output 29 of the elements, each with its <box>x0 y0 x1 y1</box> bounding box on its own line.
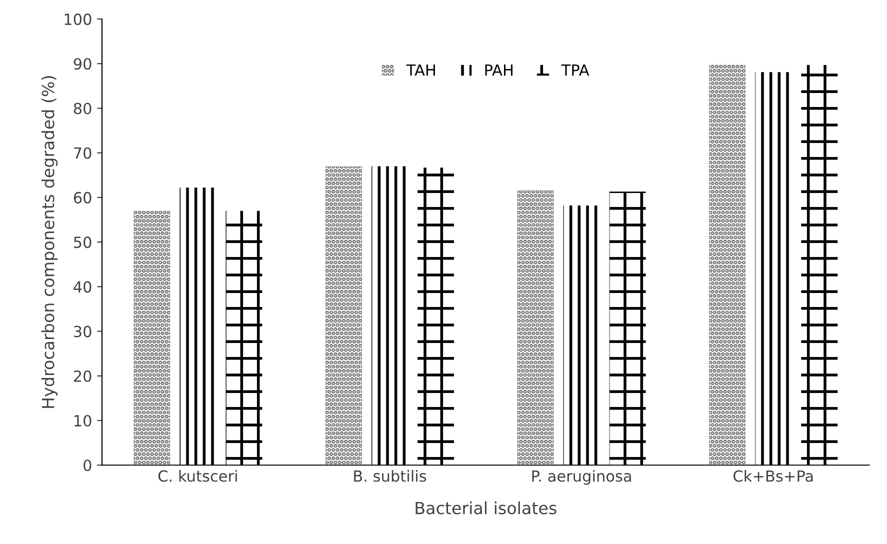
bar <box>325 166 362 466</box>
x-tick-label: P. aeruginosa <box>532 470 631 485</box>
bar <box>801 64 838 466</box>
x-axis-title: Bacterial isolates <box>416 501 556 514</box>
y-tick-label: 10 <box>74 414 92 427</box>
y-tick-label: 90 <box>74 58 92 70</box>
legend-label: PAH <box>485 64 512 76</box>
bar <box>517 190 554 466</box>
y-tick-label: 100 <box>64 14 92 26</box>
legend-label: TAH <box>406 64 435 76</box>
bar <box>609 192 646 466</box>
bar <box>372 166 408 466</box>
bar <box>418 168 454 466</box>
y-tick-label: 40 <box>74 281 92 293</box>
y-tick-label: 0 <box>84 460 92 472</box>
y-tick-label: 30 <box>74 326 92 338</box>
bar <box>134 210 170 466</box>
y-tick-label: 80 <box>74 102 92 114</box>
y-tick-label: 70 <box>74 147 92 159</box>
bar <box>226 210 262 466</box>
y-tick-label: 60 <box>74 192 92 204</box>
x-tick-label: C. kutsceri <box>158 470 237 482</box>
x-tick-label: B. subtilis <box>354 470 426 482</box>
x-tick-label: Ck+Bs+Pa <box>733 470 813 482</box>
y-axis-title: Hydrocarbon components degraded (%) <box>41 76 58 408</box>
y-tick-label: 20 <box>74 370 92 382</box>
bar <box>709 64 746 466</box>
legend-label: TPA <box>561 64 590 76</box>
y-tick-label: 50 <box>74 236 92 248</box>
